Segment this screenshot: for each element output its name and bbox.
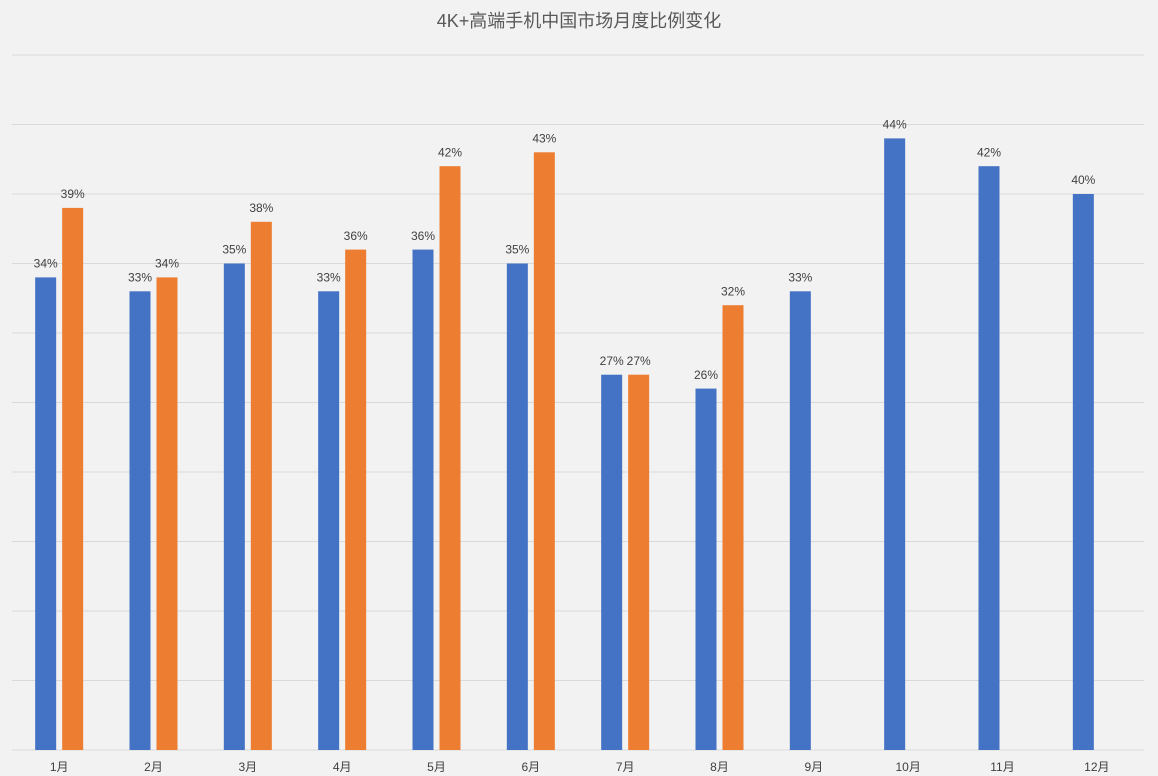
data-label: 42% [438, 145, 462, 159]
bar [789, 291, 811, 750]
bar [506, 263, 528, 750]
bar [223, 263, 245, 750]
bar [695, 388, 717, 750]
data-label: 44% [883, 118, 907, 132]
bar [439, 166, 461, 750]
x-tick-label: 6月 [521, 760, 540, 774]
bar [978, 166, 1000, 750]
bar [318, 291, 340, 750]
x-tick-label: 8月 [710, 760, 729, 774]
bar [533, 152, 555, 751]
data-label: 34% [155, 257, 179, 271]
data-label: 35% [505, 243, 529, 257]
x-tick-label: 5月 [427, 760, 446, 774]
x-tick-label: 4月 [333, 760, 352, 774]
data-label: 33% [788, 270, 812, 284]
data-label: 26% [694, 368, 718, 382]
data-label: 38% [249, 201, 273, 215]
chart-title: 4K+高端手机中国市场月度比例变化 [437, 11, 722, 31]
x-tick-label: 2月 [144, 760, 163, 774]
bar [62, 207, 84, 750]
x-tick-label: 7月 [616, 760, 635, 774]
bar [156, 277, 178, 750]
data-label: 36% [411, 229, 435, 243]
data-label: 36% [344, 229, 368, 243]
data-label: 39% [61, 187, 85, 201]
bar [129, 291, 151, 750]
data-label: 32% [721, 284, 745, 298]
data-label: 27% [627, 354, 651, 368]
x-tick-label: 12月 [1084, 760, 1109, 774]
x-tick-label: 9月 [804, 760, 823, 774]
data-label: 42% [977, 145, 1001, 159]
bar [722, 305, 744, 750]
data-label: 33% [128, 270, 152, 284]
data-label: 33% [317, 270, 341, 284]
bar [412, 249, 434, 750]
bar [601, 374, 623, 750]
bar [250, 221, 272, 751]
x-tick-label: 10月 [895, 760, 920, 774]
data-label: 27% [600, 354, 624, 368]
bar [1072, 194, 1094, 750]
bar [345, 249, 367, 750]
x-tick-label: 1月 [50, 760, 69, 774]
bar [35, 277, 57, 750]
data-label: 34% [34, 257, 58, 271]
data-label: 35% [222, 243, 246, 257]
data-label: 40% [1071, 173, 1095, 187]
x-tick-label: 3月 [238, 760, 257, 774]
data-label: 43% [532, 131, 556, 145]
bar [628, 374, 650, 750]
bar [884, 138, 906, 750]
x-tick-label: 11月 [990, 760, 1014, 774]
